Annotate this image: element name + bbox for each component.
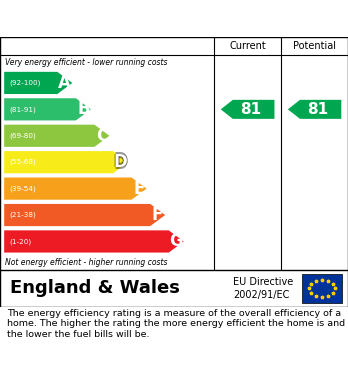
Polygon shape: [221, 100, 275, 119]
Text: C: C: [96, 127, 108, 145]
Text: G: G: [169, 233, 183, 251]
Text: B: B: [77, 100, 90, 118]
Text: 81: 81: [307, 102, 328, 117]
Text: Very energy efficient - lower running costs: Very energy efficient - lower running co…: [5, 57, 168, 66]
Polygon shape: [4, 125, 109, 147]
Text: (81-91): (81-91): [9, 106, 36, 113]
Polygon shape: [4, 151, 128, 173]
Text: Current: Current: [229, 41, 266, 51]
Text: Not energy efficient - higher running costs: Not energy efficient - higher running co…: [5, 258, 168, 267]
Text: D: D: [114, 151, 127, 169]
Text: D: D: [113, 153, 126, 171]
Text: (92-100): (92-100): [9, 80, 41, 86]
Text: Energy Efficiency Rating: Energy Efficiency Rating: [10, 11, 220, 26]
Text: (21-38): (21-38): [9, 212, 36, 218]
Text: D: D: [114, 153, 127, 171]
Text: Potential: Potential: [293, 41, 336, 51]
Polygon shape: [4, 178, 147, 200]
Polygon shape: [4, 230, 184, 253]
Text: 81: 81: [240, 102, 261, 117]
Text: The energy efficiency rating is a measure of the overall efficiency of a home. T: The energy efficiency rating is a measur…: [7, 309, 345, 339]
Polygon shape: [4, 98, 91, 120]
Text: (69-80): (69-80): [9, 133, 36, 139]
Text: A: A: [58, 74, 71, 92]
Text: (55-68): (55-68): [9, 159, 36, 165]
Polygon shape: [288, 100, 341, 119]
Polygon shape: [4, 72, 72, 94]
Text: (1-20): (1-20): [9, 238, 32, 245]
Text: D: D: [115, 153, 128, 171]
Text: EU Directive
2002/91/EC: EU Directive 2002/91/EC: [233, 277, 293, 300]
Bar: [302, 274, 342, 303]
Text: (39-54): (39-54): [9, 185, 36, 192]
Text: D: D: [114, 155, 127, 173]
Polygon shape: [4, 204, 165, 226]
Text: E: E: [133, 179, 145, 197]
Text: England & Wales: England & Wales: [10, 279, 180, 298]
Text: F: F: [152, 206, 163, 224]
